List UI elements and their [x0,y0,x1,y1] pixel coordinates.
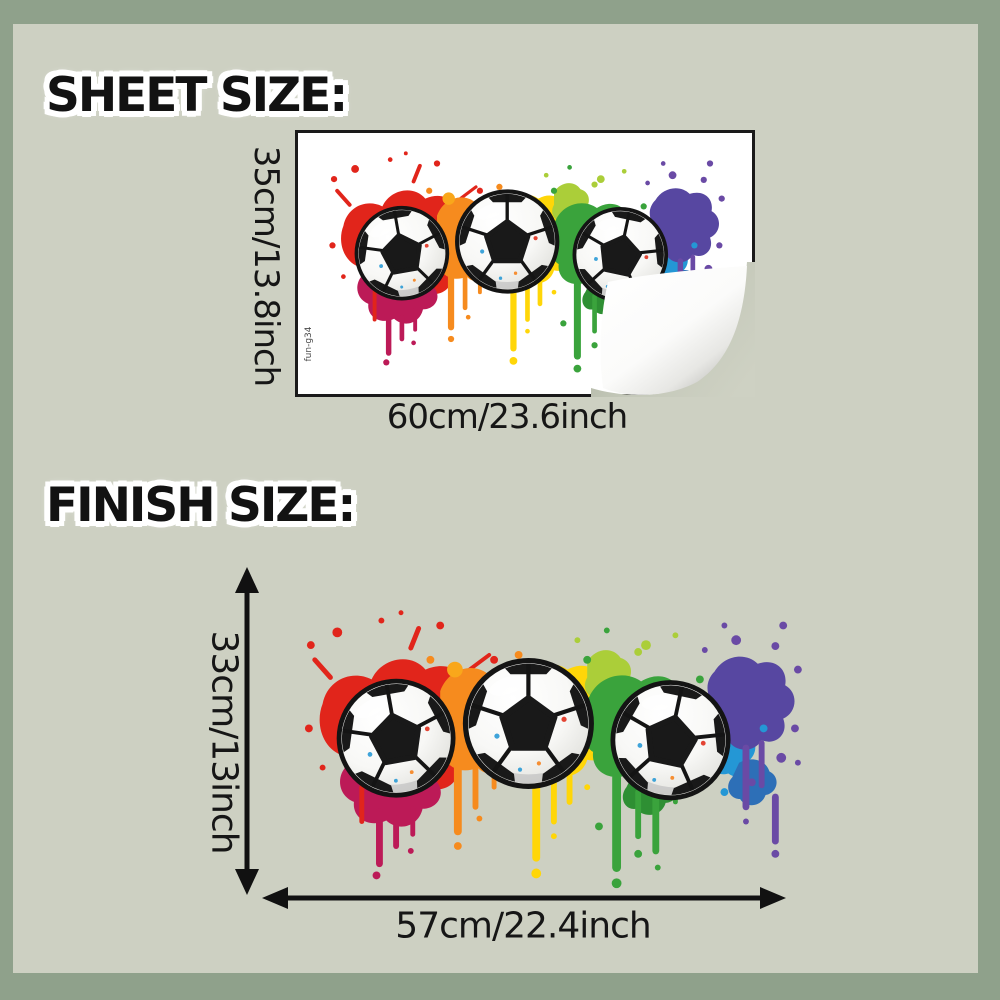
sheet-preview: fun-g34 [295,130,755,397]
page-curl [600,266,747,395]
finish-width-label: 57cm/22.4inch [395,905,651,947]
watermark-code: fun-g34 [304,326,314,362]
finish-size-heading: FINISH SIZE: [46,478,356,533]
finish-artwork [293,601,803,895]
width-arrow-icon [262,887,786,909]
sheet-height-label: 35cm/13.8inch [246,145,286,387]
sheet-size-heading: SHEET SIZE: [46,68,348,123]
sheet-artwork [295,130,755,397]
sheet-width-label: 60cm/23.6inch [386,397,628,437]
page-curl-shadow [591,262,755,397]
height-arrow-icon [235,567,259,895]
finish-height-label: 33cm/13inch [203,630,245,854]
content-panel: SHEET SIZE: fun-g34 35cm/13.8inch 60cm/2… [13,24,978,973]
